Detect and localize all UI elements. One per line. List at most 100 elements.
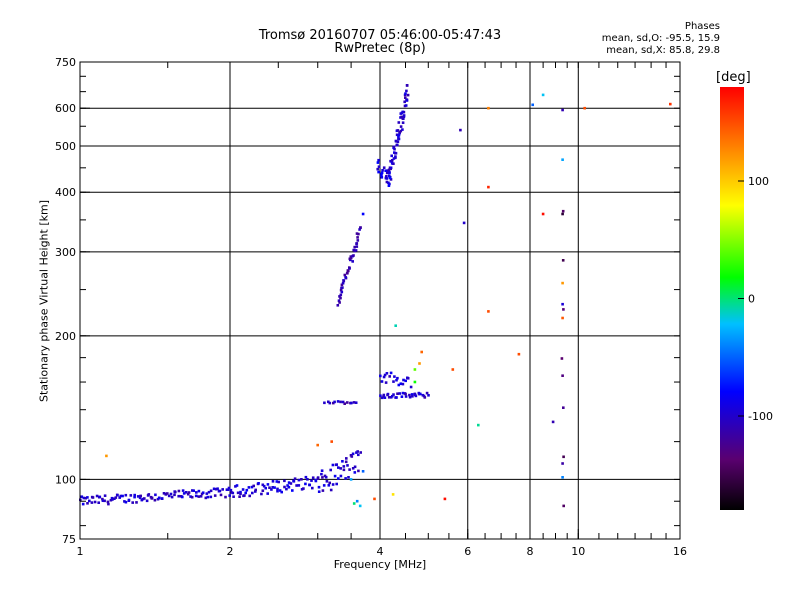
data-point (347, 476, 350, 479)
data-point (82, 496, 86, 500)
data-point (304, 475, 308, 479)
data-point (397, 133, 401, 137)
data-point (379, 394, 382, 397)
data-point (311, 476, 315, 479)
data-point (252, 484, 255, 488)
data-point (221, 488, 224, 491)
data-point (385, 372, 389, 375)
data-point (385, 171, 389, 175)
data-point (260, 492, 263, 496)
data-point (224, 495, 227, 499)
data-point (423, 396, 427, 399)
data-point (295, 484, 298, 487)
data-point (133, 495, 136, 499)
data-point (247, 486, 251, 489)
data-point (377, 165, 381, 168)
data-point (409, 385, 413, 389)
data-point (541, 93, 545, 97)
data-point (238, 495, 241, 498)
data-point (562, 455, 565, 459)
data-point (195, 491, 198, 494)
data-point (380, 176, 384, 179)
data-point (343, 402, 346, 405)
data-point (103, 499, 106, 503)
data-point (382, 166, 386, 169)
data-point (205, 492, 209, 495)
data-point (98, 495, 102, 499)
data-point (289, 482, 293, 485)
data-point (169, 492, 173, 496)
data-point (356, 236, 359, 239)
data-point (192, 489, 195, 492)
data-point (404, 92, 407, 95)
data-point (401, 391, 405, 395)
data-point (392, 393, 395, 396)
data-point (403, 100, 406, 104)
data-point (391, 394, 394, 398)
data-point (328, 401, 332, 405)
data-point (276, 487, 279, 491)
data-point (297, 484, 301, 487)
data-point (162, 492, 166, 495)
data-point (118, 496, 121, 499)
data-point (394, 324, 397, 327)
data-point (381, 169, 384, 172)
data-point (271, 486, 274, 489)
data-point (136, 495, 140, 498)
data-point (413, 380, 417, 384)
data-point (377, 170, 380, 174)
data-point (333, 400, 336, 404)
data-point (348, 468, 351, 471)
data-point (346, 401, 349, 404)
data-point (419, 392, 422, 396)
data-point (358, 504, 362, 508)
data-point (239, 490, 242, 494)
data-point (229, 488, 233, 492)
data-point (228, 494, 231, 497)
data-point (160, 497, 164, 500)
data-point (351, 467, 355, 470)
data-point (382, 395, 385, 398)
data-point (561, 158, 564, 161)
data-point (402, 114, 406, 117)
data-point (325, 480, 329, 483)
data-point (84, 496, 87, 500)
data-point (561, 209, 565, 213)
colorbar-unit-label: [deg] (716, 70, 751, 85)
data-point (213, 494, 217, 497)
data-point (459, 128, 462, 132)
data-point (406, 377, 410, 380)
data-point (277, 480, 280, 484)
data-point (199, 495, 203, 498)
data-point (209, 495, 213, 499)
data-point (184, 491, 188, 494)
data-point (243, 494, 246, 497)
data-point (384, 381, 388, 384)
data-point (408, 393, 411, 397)
data-point (382, 393, 386, 397)
data-point (133, 493, 136, 497)
data-point (561, 462, 564, 465)
data-point (353, 249, 356, 253)
data-point (339, 467, 342, 470)
data-point (583, 106, 586, 110)
data-point (339, 293, 343, 297)
data-point (300, 488, 304, 491)
data-point (335, 463, 338, 466)
data-point (302, 487, 305, 490)
data-point (131, 501, 134, 504)
y-tick-label: 300 (55, 246, 76, 259)
data-point (241, 488, 245, 491)
x-tick-label: 4 (377, 545, 384, 558)
y-tick-label: 600 (55, 102, 76, 115)
data-point (317, 485, 321, 489)
data-point (344, 460, 348, 464)
data-point (443, 497, 447, 501)
data-point (329, 468, 332, 472)
data-point (404, 395, 408, 398)
data-point (91, 496, 95, 499)
data-point (401, 128, 404, 131)
data-point (359, 226, 362, 229)
data-point (451, 368, 455, 371)
